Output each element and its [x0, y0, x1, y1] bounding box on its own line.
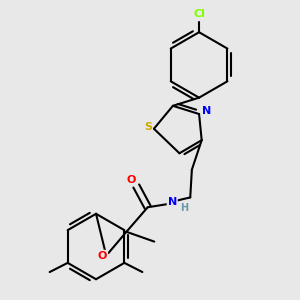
Text: N: N: [168, 197, 177, 207]
Text: O: O: [127, 175, 136, 185]
Text: H: H: [181, 203, 189, 213]
Text: N: N: [202, 106, 211, 116]
Text: O: O: [98, 251, 107, 261]
Text: Cl: Cl: [193, 9, 205, 19]
Text: S: S: [144, 122, 152, 132]
